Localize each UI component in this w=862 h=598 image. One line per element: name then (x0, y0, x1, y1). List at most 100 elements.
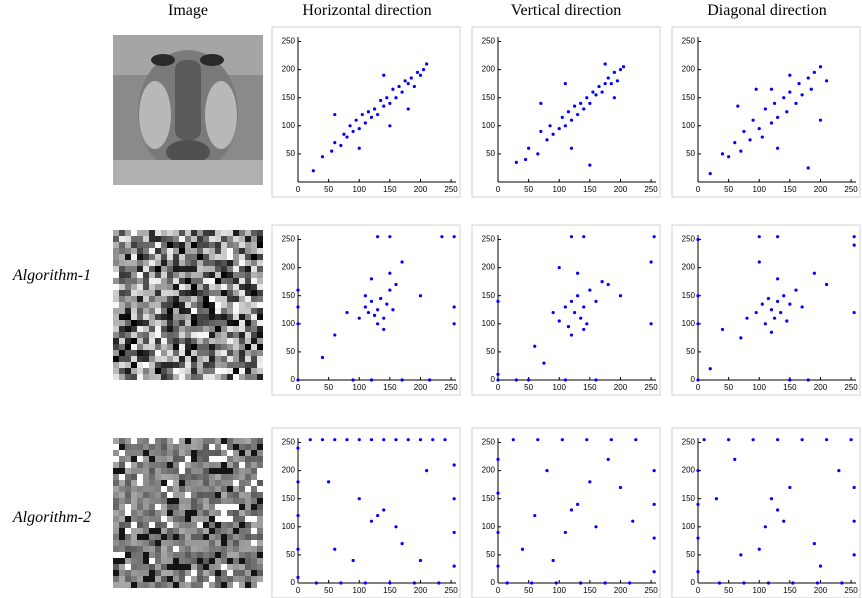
y-tick-label: 150 (682, 494, 696, 503)
noise-pixel (155, 480, 161, 486)
noise-pixel (119, 272, 125, 278)
noise-pixel (191, 314, 197, 320)
noise-pixel (239, 308, 245, 314)
noise-pixel (167, 314, 173, 320)
point (754, 87, 758, 91)
noise-pixel (245, 474, 251, 480)
point (628, 581, 632, 585)
noise-pixel (179, 456, 185, 462)
y-tick-label: 200 (682, 466, 696, 475)
noise-pixel (119, 326, 125, 332)
noise-pixel (239, 314, 245, 320)
noise-pixel (191, 582, 197, 588)
noise-pixel (245, 320, 251, 326)
point (557, 127, 561, 131)
noise-pixel (119, 254, 125, 260)
point (348, 124, 352, 128)
noise-pixel (257, 450, 263, 456)
noise-pixel (197, 528, 203, 534)
noise-pixel (125, 504, 131, 510)
noise-pixel (239, 504, 245, 510)
noise-pixel (257, 534, 263, 540)
noise-pixel (137, 326, 143, 332)
noise-pixel (161, 236, 167, 242)
point (791, 581, 795, 585)
noise-pixel (245, 522, 251, 528)
point (388, 581, 392, 585)
noise-pixel (233, 456, 239, 462)
noise-pixel (245, 540, 251, 546)
noise-pixel (257, 248, 263, 254)
noise-pixel (197, 504, 203, 510)
noise-pixel (125, 296, 131, 302)
noise-pixel (143, 272, 149, 278)
noise-pixel (251, 498, 257, 504)
point (772, 101, 777, 105)
noise-pixel (209, 570, 215, 576)
noise-pixel (173, 558, 179, 564)
x-tick-label: 50 (724, 586, 733, 595)
point (569, 333, 574, 337)
noise-pixel (233, 308, 239, 314)
noise-pixel (167, 498, 173, 504)
point (372, 313, 377, 317)
noise-pixel (191, 504, 197, 510)
point (560, 115, 564, 119)
point (311, 169, 315, 173)
point (496, 378, 500, 382)
point (696, 468, 700, 473)
noise-pixel (233, 260, 239, 266)
noise-pixel (257, 368, 263, 374)
point (760, 135, 764, 139)
noise-pixel (239, 570, 245, 576)
noise-pixel (119, 362, 125, 368)
noise-pixel (179, 516, 185, 522)
x-tick-label: 50 (524, 185, 533, 194)
noise-pixel (149, 284, 155, 290)
noise-pixel (251, 326, 257, 332)
point (800, 438, 804, 442)
noise-pixel (155, 248, 161, 254)
noise-pixel (119, 510, 125, 516)
noise-pixel (131, 498, 137, 504)
noise-pixel (191, 350, 197, 356)
noise-pixel (251, 338, 257, 344)
noise-pixel (245, 296, 251, 302)
point (776, 146, 780, 150)
noise-pixel (131, 486, 137, 492)
noise-pixel (179, 296, 185, 302)
noise-pixel (221, 290, 227, 296)
noise-pixel (173, 540, 179, 546)
noise-pixel (149, 272, 155, 278)
point (357, 127, 361, 131)
noise-pixel (209, 254, 215, 260)
noise-pixel (161, 332, 167, 338)
noise-pixel (161, 344, 167, 350)
column-title: Vertical direction (511, 2, 622, 19)
noise-pixel (155, 302, 161, 308)
point (603, 82, 607, 86)
noise-pixel (233, 284, 239, 290)
point (376, 112, 380, 117)
noise-pixel (191, 278, 197, 284)
noise-pixel (215, 338, 221, 344)
noise-pixel (131, 344, 137, 350)
noise-pixel (179, 576, 185, 582)
noise-pixel (179, 344, 185, 350)
point (603, 581, 607, 585)
noise-pixel (209, 374, 215, 380)
noise-pixel (161, 552, 167, 558)
noise-pixel (185, 332, 191, 338)
panel-frame (671, 26, 861, 198)
point (594, 93, 598, 97)
noise-pixel (131, 468, 137, 474)
noise-pixel (137, 302, 143, 308)
noise-pixel (125, 308, 131, 314)
noise-pixel (125, 474, 131, 480)
noise-pixel (161, 540, 167, 546)
noise-pixel (191, 480, 197, 486)
point (382, 73, 386, 77)
noise-pixel (239, 266, 245, 272)
noise-pixel (245, 570, 251, 576)
